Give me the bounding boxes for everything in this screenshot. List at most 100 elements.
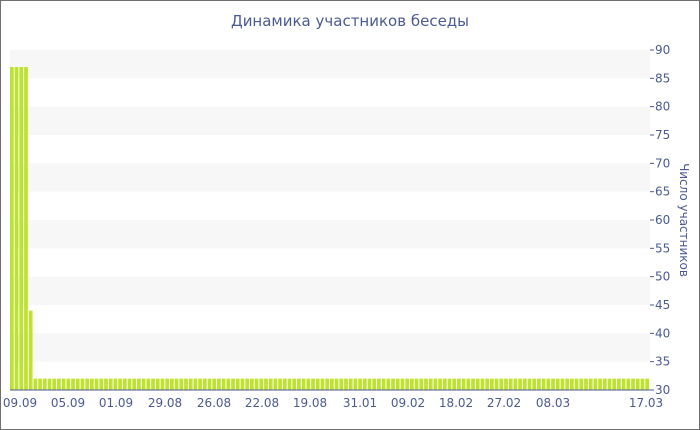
y-tick-label: 80: [655, 100, 670, 114]
bar: [471, 378, 475, 390]
bar: [546, 378, 551, 390]
bar: [301, 378, 306, 390]
bar: [584, 378, 588, 390]
bar: [42, 378, 47, 390]
bar: [235, 378, 240, 390]
bar: [607, 378, 612, 390]
bar: [555, 378, 560, 390]
bar: [339, 378, 344, 390]
y-axis-ticks: 30 35 40 45 50 55 60 65 70 75 80 85 90: [650, 43, 670, 397]
bar: [466, 378, 471, 390]
bar: [193, 378, 198, 390]
grid-band: [10, 276, 650, 305]
bar: [438, 378, 442, 390]
bar: [61, 378, 66, 390]
bar: [532, 378, 537, 390]
x-tick-label: 26.08: [197, 396, 231, 410]
bar: [278, 378, 282, 390]
bar: [127, 378, 132, 390]
bar: [593, 378, 598, 390]
grid-band: [10, 163, 650, 192]
bar: [424, 378, 428, 390]
bar: [306, 378, 311, 390]
bar: [99, 378, 104, 390]
bar: [221, 378, 226, 390]
bar: [254, 378, 259, 390]
bar: [212, 378, 217, 390]
bar: [217, 378, 221, 390]
x-tick-label: 08.03: [536, 396, 570, 410]
bar: [457, 378, 461, 390]
bar: [202, 378, 207, 390]
bar: [165, 378, 169, 390]
bar: [400, 378, 405, 390]
x-tick-label: 05.09: [51, 396, 85, 410]
bar: [518, 378, 522, 390]
bar: [508, 378, 513, 390]
bar: [386, 378, 391, 390]
x-tick-label: 31.01: [343, 396, 377, 410]
bar: [320, 378, 325, 390]
bar: [315, 378, 320, 390]
bar: [282, 378, 287, 390]
bar: [631, 378, 635, 390]
bar: [433, 378, 438, 390]
bar: [537, 378, 541, 390]
bar: [80, 378, 85, 390]
bar: [287, 378, 292, 390]
bar: [311, 378, 315, 390]
bar: [391, 378, 395, 390]
y-tick-label: 55: [655, 241, 670, 255]
x-tick-label: 09.02: [391, 396, 425, 410]
bar: [330, 378, 334, 390]
bar: [264, 378, 268, 390]
bar: [626, 378, 631, 390]
bar: [47, 378, 52, 390]
x-tick-label: 22.08: [245, 396, 279, 410]
bar: [141, 378, 146, 390]
y-tick-label: 65: [655, 185, 670, 199]
bar: [447, 378, 452, 390]
bar: [160, 378, 165, 390]
bar: [551, 378, 555, 390]
y-tick-label: 30: [655, 383, 670, 397]
bar: [645, 378, 649, 390]
bar: [362, 378, 367, 390]
bar: [485, 378, 489, 390]
grid-bands: [10, 50, 650, 362]
y-tick-label: 45: [655, 298, 670, 312]
bar: [24, 67, 28, 390]
bar: [19, 67, 24, 390]
grid-band: [10, 50, 650, 79]
x-tick-label: 01.09: [99, 396, 133, 410]
bar: [353, 378, 358, 390]
y-tick-label: 75: [655, 128, 670, 142]
bar: [334, 378, 339, 390]
bar: [122, 378, 127, 390]
bar: [259, 378, 264, 390]
x-tick-label: 29.08: [148, 396, 182, 410]
bar: [94, 378, 99, 390]
bar: [617, 378, 621, 390]
bar: [419, 378, 424, 390]
bar: [640, 378, 645, 390]
bar: [90, 378, 94, 390]
x-tick-label: 09.09: [3, 396, 37, 410]
bar: [104, 378, 108, 390]
bar: [612, 378, 617, 390]
bar: [565, 378, 569, 390]
bar: [513, 378, 518, 390]
bar: [132, 378, 137, 390]
bar: [188, 378, 193, 390]
bar: [207, 378, 212, 390]
bar: [108, 378, 113, 390]
y-tick-label: 90: [655, 43, 670, 57]
bar: [85, 378, 89, 390]
y-tick-label: 50: [655, 270, 670, 284]
bar: [155, 378, 160, 390]
y-tick-label: 70: [655, 156, 670, 170]
bar: [377, 378, 381, 390]
bar: [480, 378, 485, 390]
bar: [367, 378, 372, 390]
